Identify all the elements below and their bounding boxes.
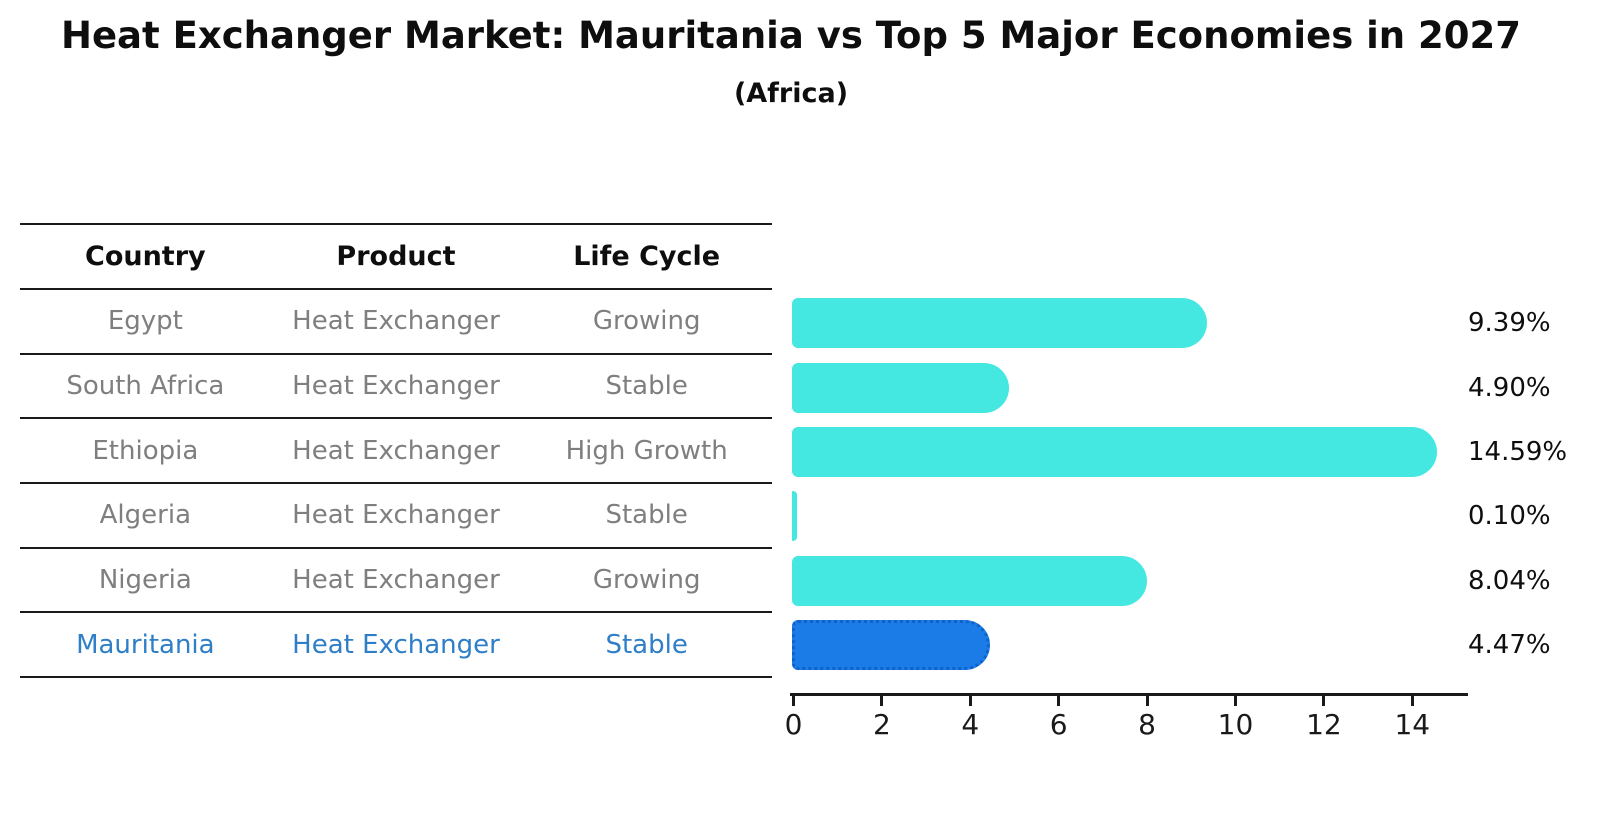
cell-country: Algeria: [99, 500, 191, 531]
x-axis-tick: [968, 696, 972, 706]
table-row: Nigeria Heat Exchanger Growing: [20, 549, 772, 614]
cell-country: Egypt: [107, 306, 183, 337]
table-row: Algeria Heat Exchanger Stable: [20, 484, 772, 549]
cell-product: Heat Exchanger: [292, 371, 500, 402]
x-axis-tick: [1057, 696, 1061, 706]
column-header-life-cycle: Life Cycle: [573, 241, 721, 272]
table-row-mauritania: Mauritania Heat Exchanger Stable: [20, 613, 772, 679]
x-axis-tick: [1234, 696, 1237, 706]
bar-south-africa: [792, 363, 1009, 413]
value-label-egypt: 9.39%: [1468, 308, 1551, 338]
page-subtitle: (Africa): [733, 78, 849, 109]
table-header-row: Country Product Life Cycle: [20, 223, 772, 290]
x-axis-tick-label: 4: [961, 708, 980, 741]
x-axis-tick-label: 6: [1049, 708, 1068, 741]
cell-country: Mauritania: [76, 629, 215, 660]
value-label-ethiopia: 14.59%: [1468, 437, 1568, 467]
cell-product: Heat Exchanger: [292, 500, 500, 531]
value-label-mauritania: 4.47%: [1468, 630, 1551, 660]
bar-nigeria: [792, 556, 1148, 606]
value-label-nigeria: 8.04%: [1468, 566, 1551, 596]
x-axis-tick-label: 10: [1217, 708, 1254, 741]
x-axis-tick-label: 0: [784, 708, 803, 741]
x-axis-tick-label: 12: [1306, 708, 1342, 741]
cell-country: Ethiopia: [92, 435, 199, 466]
cell-life-cycle: Growing: [592, 565, 701, 596]
table-row: Egypt Heat Exchanger Growing: [20, 290, 772, 355]
x-axis-line: [790, 693, 1468, 696]
bar-ethiopia: [792, 427, 1437, 477]
x-axis-tick: [792, 696, 795, 706]
table-row: Ethiopia Heat Exchanger High Growth: [20, 419, 772, 485]
column-header-product: Product: [336, 241, 456, 272]
table-row: South Africa Heat Exchanger Stable: [20, 355, 772, 420]
x-axis-tick: [1410, 696, 1414, 706]
cell-product: Heat Exchanger: [292, 306, 500, 337]
column-header-country: Country: [85, 241, 206, 272]
x-axis-tick-label: 14: [1394, 708, 1431, 741]
country-table: Country Product Life Cycle Egypt Heat Ex…: [20, 223, 772, 679]
bar-egypt: [792, 298, 1208, 348]
cell-life-cycle: High Growth: [565, 435, 728, 466]
x-axis-tick: [880, 696, 884, 706]
cell-country: Nigeria: [98, 565, 192, 596]
bar-mauritania: [792, 620, 990, 670]
cell-life-cycle: Stable: [605, 500, 688, 531]
x-axis-tick: [1322, 696, 1326, 706]
page-title: Heat Exchanger Market: Mauritania vs Top…: [60, 14, 1521, 57]
x-axis-tick-label: 2: [872, 708, 891, 741]
bar-algeria: [792, 491, 797, 541]
cell-life-cycle: Growing: [592, 306, 701, 337]
cell-product: Heat Exchanger: [292, 629, 500, 660]
cell-life-cycle: Stable: [605, 371, 688, 402]
cell-life-cycle: Stable: [605, 629, 688, 660]
cell-country: South Africa: [66, 371, 225, 402]
cell-product: Heat Exchanger: [292, 435, 500, 466]
cell-product: Heat Exchanger: [292, 565, 500, 596]
value-label-south-africa: 4.90%: [1468, 373, 1551, 403]
x-axis-tick-label: 8: [1138, 708, 1157, 741]
x-axis-tick: [1145, 696, 1149, 706]
value-label-algeria: 0.10%: [1468, 501, 1551, 531]
